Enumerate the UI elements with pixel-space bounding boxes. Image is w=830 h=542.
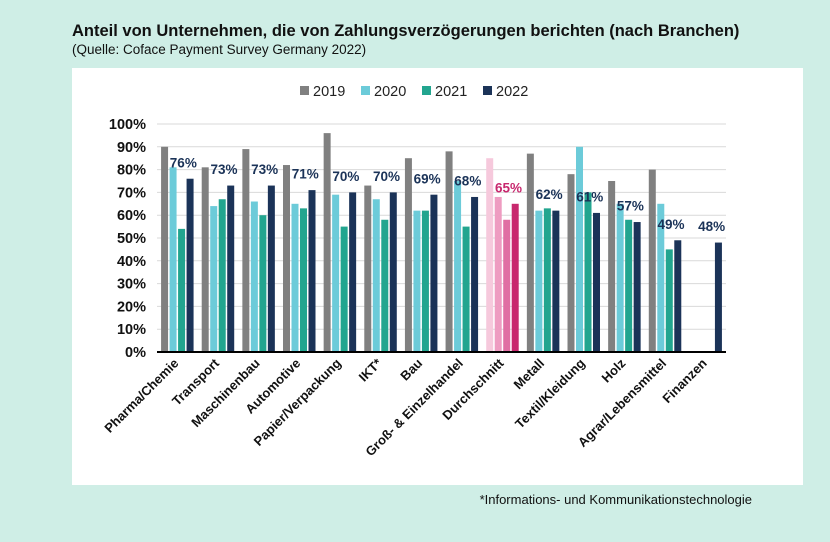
bar-2022 [227,185,235,352]
data-label: 76% [170,155,197,170]
bar-2019 [283,165,290,352]
bar-2022 [552,210,560,352]
bar-2022 [267,185,275,352]
bar-2019 [242,149,250,352]
bar-2019 [161,146,169,352]
legend-label: 2019 [313,84,345,100]
legend-swatch [483,86,492,95]
bar-2020 [372,199,380,352]
bar-2022 [511,203,519,352]
data-label: 62% [536,187,563,202]
y-tick-label: 10% [117,322,146,338]
bar-2019 [526,153,534,352]
bar-2020 [535,210,543,352]
bar-2021 [381,219,389,352]
y-tick-label: 40% [117,254,146,270]
legend-swatch [300,86,309,95]
data-label: 71% [292,167,319,182]
bar-2021 [300,208,307,352]
x-tick-label: Textil/Kleidung [512,355,588,431]
bar-2019 [323,133,331,352]
bar-2021 [625,219,633,352]
bar-2022 [186,178,194,352]
bar-2020 [413,210,421,352]
footnote: *Informations- und Kommunikationstechnol… [479,492,752,507]
bar-2019 [364,185,372,352]
bar-2020 [291,203,299,352]
legend-swatch [361,86,370,95]
bar-2021 [218,199,226,352]
bar-2021 [178,228,186,352]
data-label: 61% [576,190,603,205]
bar-2021 [584,192,592,352]
bar-2022 [633,222,641,352]
bar-2020 [454,181,462,352]
bar-2021 [462,226,470,352]
bar-2022 [308,190,316,352]
bar-2021 [421,210,429,352]
data-label: 73% [251,162,278,177]
bar-2019 [445,151,453,352]
bar-2020 [332,194,340,352]
x-tick-label: Bau [397,355,425,383]
x-tick-label: Finanzen [659,355,709,405]
bar-2019 [648,169,656,352]
y-tick-label: 70% [117,185,146,201]
data-label: 68% [454,174,481,189]
y-tick-label: 20% [117,299,146,315]
data-label: 70% [373,169,400,184]
bar-2020 [616,203,624,352]
data-label: 65% [495,180,522,195]
x-tick-label: Pharma/Chemie [101,356,181,436]
bar-2021 [543,208,551,352]
data-label: 70% [332,169,359,184]
bar-2019 [404,158,412,352]
data-label: 73% [210,162,237,177]
chart-subtitle: (Quelle: Coface Payment Survey Germany 2… [72,42,367,57]
legend-label: 2022 [496,84,528,100]
bar-2020 [250,201,258,352]
chart-title: Anteil von Unternehmen, die von Zahlungs… [72,22,740,40]
y-tick-label: 50% [117,231,146,247]
x-tick-label: IKT* [356,355,386,385]
bar-2022 [471,196,479,352]
bar-2021 [340,226,348,352]
bar-2022 [674,240,682,352]
x-tick-label: Holz [598,355,628,385]
x-tick-label: Metall [511,356,548,393]
y-tick-label: 30% [117,277,146,293]
bar-2022 [389,192,397,352]
bar-2019 [608,181,616,352]
data-label: 49% [658,217,685,232]
y-tick-label: 80% [117,163,146,179]
bar-2021 [503,219,511,352]
data-label: 48% [698,219,725,234]
data-label: 57% [617,199,644,214]
bar-2019 [201,167,209,352]
bar-2019 [486,158,494,352]
bar-2020 [494,196,502,352]
bar-2020 [657,203,665,352]
data-label: 69% [414,171,441,186]
y-tick-label: 90% [117,140,146,156]
bar-2021 [259,215,267,352]
legend-swatch [422,86,431,95]
legend-label: 2021 [435,84,467,100]
bar-2022 [430,194,438,352]
bar-2020 [169,167,177,352]
legend-label: 2020 [374,84,406,100]
bar-2020 [576,146,583,352]
y-tick-label: 0% [125,345,146,361]
y-tick-label: 100% [109,117,146,133]
bar-2022 [593,212,600,352]
bar-2022 [714,242,722,352]
bar-2022 [349,192,357,352]
bar-2020 [210,206,218,352]
bar-2021 [665,249,673,352]
bar-2019 [567,174,575,352]
y-tick-label: 60% [117,208,146,224]
